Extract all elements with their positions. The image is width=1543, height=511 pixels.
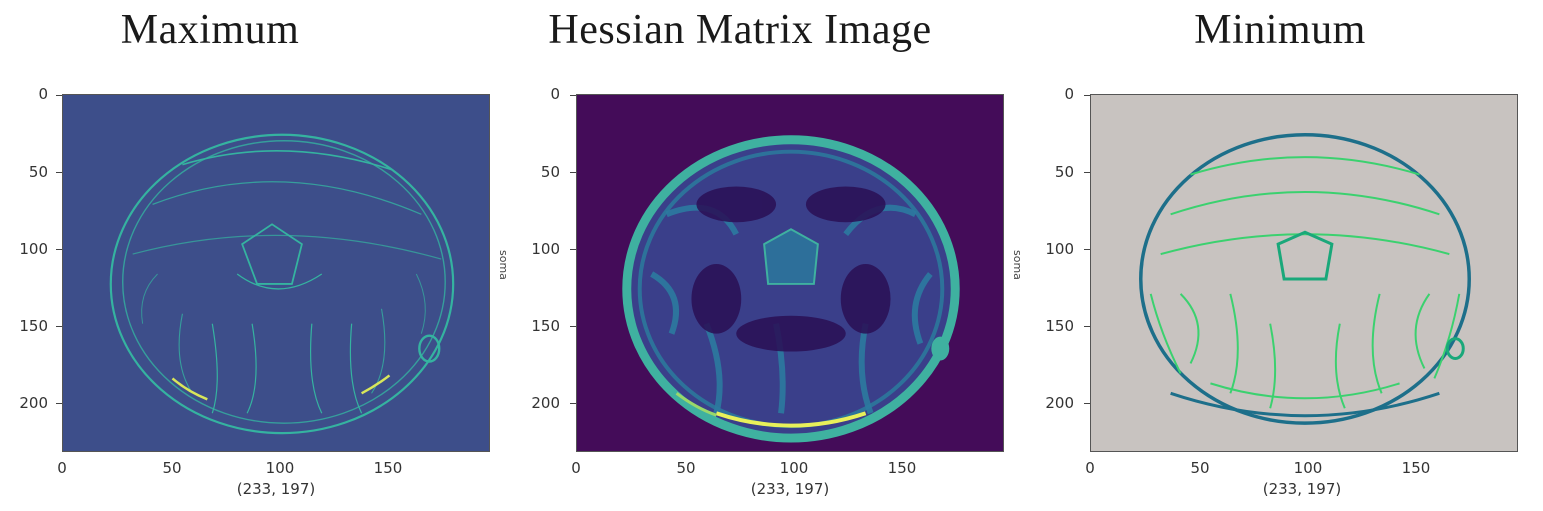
y-tick-mark: [56, 172, 62, 173]
side-note: soma: [1011, 250, 1024, 280]
y-tick-label: 100: [19, 240, 48, 258]
hessian-image: [576, 94, 1004, 452]
x-tick-label: 150: [887, 459, 917, 477]
minimum-edge-map: [1091, 95, 1517, 451]
image-shape-label: (233, 197): [1262, 480, 1342, 498]
y-tick-label: 50: [28, 163, 48, 181]
y-tick-label: 200: [19, 394, 48, 412]
y-tick-mark: [1084, 249, 1090, 250]
maximum-edge-map: [63, 95, 489, 451]
x-tick-label: 0: [571, 459, 581, 477]
y-tick-mark: [570, 172, 576, 173]
image-shape-label: (233, 197): [750, 480, 830, 498]
x-tick-label: 150: [373, 459, 403, 477]
y-tick-label: 100: [531, 240, 560, 258]
y-tick-label: 150: [1045, 317, 1074, 335]
panel-title-hessian: Hessian Matrix Image: [548, 7, 932, 53]
x-tick-label: 100: [1293, 459, 1323, 477]
y-tick-label: 0: [38, 85, 48, 103]
x-tick-label: 100: [265, 459, 295, 477]
x-tick-label: 0: [1085, 459, 1095, 477]
panel-title-minimum: Minimum: [1194, 7, 1366, 53]
y-tick-mark: [1084, 172, 1090, 173]
maximum-image: [62, 94, 490, 452]
y-tick-mark: [1084, 95, 1090, 96]
y-tick-label: 150: [19, 317, 48, 335]
side-note: soma: [497, 250, 510, 280]
minimum-image: [1090, 94, 1518, 452]
x-tick-label: 50: [162, 459, 182, 477]
y-tick-label: 50: [1054, 163, 1074, 181]
image-shape-label: (233, 197): [236, 480, 316, 498]
x-tick-label: 50: [1190, 459, 1210, 477]
y-tick-mark: [56, 95, 62, 96]
hessian-matrix-map: [577, 95, 1003, 451]
y-tick-mark: [1084, 403, 1090, 404]
y-tick-label: 0: [550, 85, 560, 103]
y-tick-mark: [570, 403, 576, 404]
y-tick-mark: [570, 326, 576, 327]
y-tick-mark: [56, 249, 62, 250]
y-tick-mark: [56, 403, 62, 404]
x-tick-label: 150: [1401, 459, 1431, 477]
x-tick-label: 0: [57, 459, 67, 477]
y-tick-mark: [570, 95, 576, 96]
y-tick-label: 150: [531, 317, 560, 335]
x-tick-label: 100: [779, 459, 809, 477]
y-tick-label: 0: [1064, 85, 1074, 103]
y-tick-label: 200: [531, 394, 560, 412]
y-tick-mark: [1084, 326, 1090, 327]
x-tick-label: 50: [676, 459, 696, 477]
y-tick-label: 50: [540, 163, 560, 181]
y-tick-label: 100: [1045, 240, 1074, 258]
panel-title-maximum: Maximum: [120, 7, 300, 53]
y-tick-label: 200: [1045, 394, 1074, 412]
y-tick-mark: [570, 249, 576, 250]
y-tick-mark: [56, 326, 62, 327]
